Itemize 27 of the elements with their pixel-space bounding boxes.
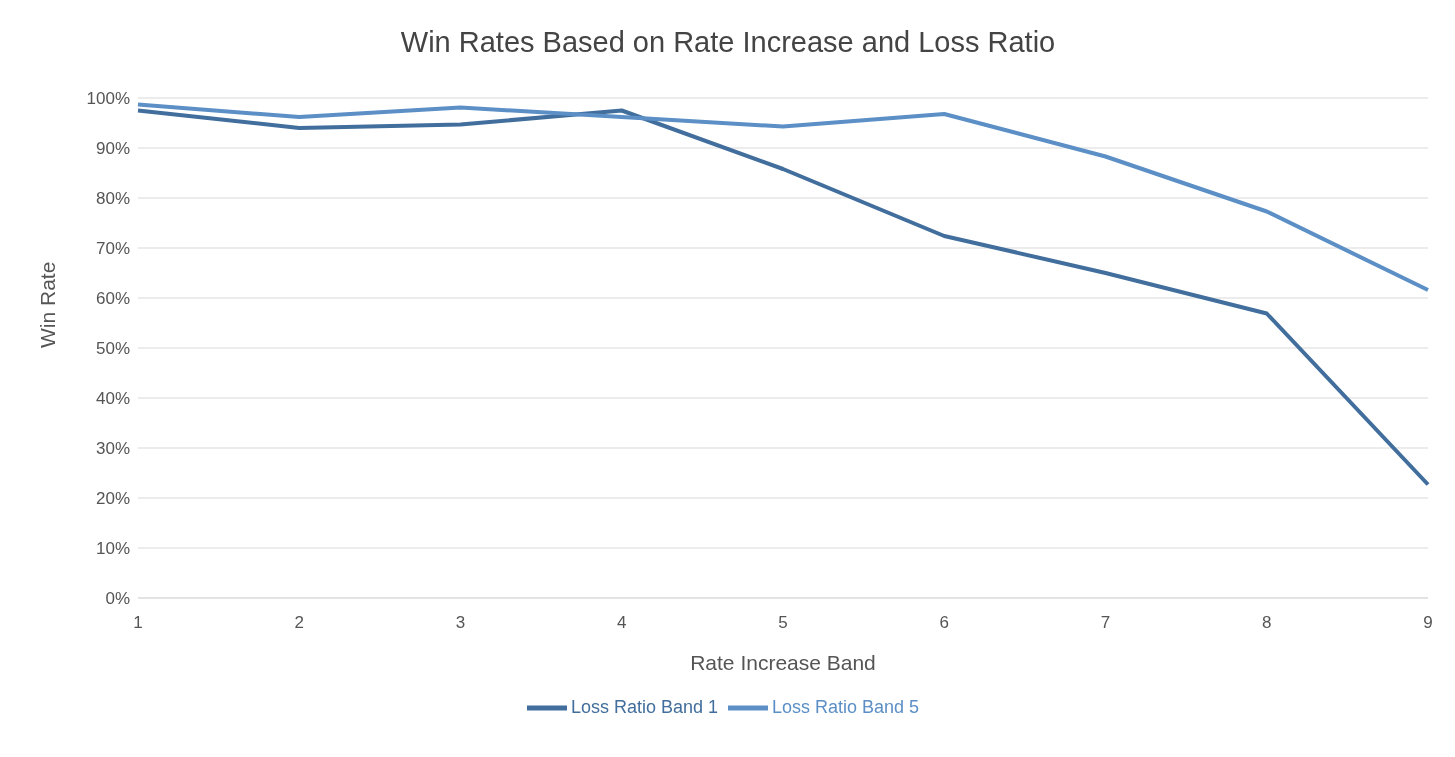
x-tick-label: 6 bbox=[939, 613, 949, 633]
y-tick-label: 80% bbox=[95, 189, 130, 209]
y-tick-label: 100% bbox=[86, 89, 130, 109]
x-tick-label: 9 bbox=[1423, 613, 1433, 633]
y-tick-label: 20% bbox=[95, 489, 130, 509]
x-tick-label: 3 bbox=[455, 613, 466, 633]
line-series bbox=[136, 108, 1430, 487]
x-axis-title: Rate Increase Band bbox=[690, 651, 876, 674]
legend-label: Loss Ratio Band 5 bbox=[772, 696, 920, 717]
x-tick-label: 4 bbox=[617, 613, 627, 633]
x-tick-label: 2 bbox=[294, 613, 304, 633]
x-tick-label: 1 bbox=[133, 613, 143, 633]
x-tick-label: 8 bbox=[1262, 613, 1272, 633]
y-axis-title: Win Rate bbox=[36, 261, 60, 348]
y-tick-label: 30% bbox=[95, 439, 130, 459]
y-tick-label: 40% bbox=[95, 389, 130, 409]
y-tick-label: 10% bbox=[95, 539, 130, 559]
y-tick-label: 70% bbox=[95, 239, 130, 259]
y-tick-label: 60% bbox=[95, 289, 130, 309]
y-tick-label: 90% bbox=[95, 139, 130, 159]
chart-title: Win Rates Based on Rate Increase and Loss Ratio bbox=[399, 25, 1057, 60]
y-tick-label: 0% bbox=[105, 589, 130, 609]
y-tick-label: 50% bbox=[95, 339, 130, 359]
x-tick-label: 5 bbox=[778, 613, 788, 633]
x-tick-label: 7 bbox=[1100, 613, 1111, 633]
legend-label: Loss Ratio Band 1 bbox=[570, 696, 718, 717]
line-series bbox=[136, 102, 1430, 292]
